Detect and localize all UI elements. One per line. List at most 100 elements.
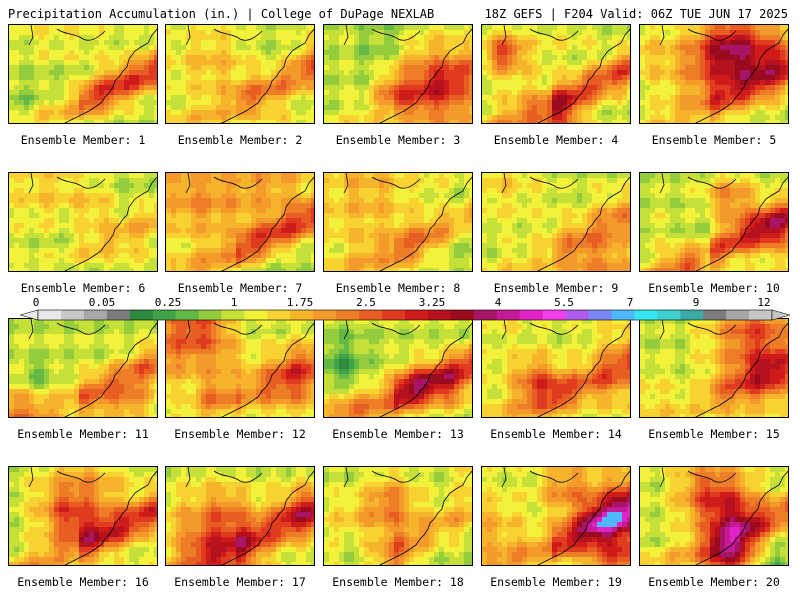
member-map-13: [323, 318, 473, 418]
coastline: [64, 470, 157, 565]
great-lakes-outline: [213, 322, 263, 335]
great-lakes-outline: [371, 322, 421, 335]
colorbar-bin: [290, 310, 314, 320]
member-label-3: Ensemble Member: 3: [335, 133, 461, 147]
member-label-13: Ensemble Member: 13: [332, 427, 464, 441]
colorbar-tick-label: 1.75: [286, 296, 314, 309]
great-lakes-outline: [56, 176, 106, 189]
member-label-12: Ensemble Member: 12: [174, 427, 306, 441]
colorbar-bin: [496, 310, 521, 320]
lake-michigan-outline: [185, 467, 191, 488]
colorbar-bin: [152, 310, 177, 320]
colorbar-min-arrow: [20, 309, 39, 321]
coastline: [379, 322, 472, 417]
member-label-14: Ensemble Member: 14: [490, 427, 622, 441]
colorbar-tick-label: 5.5: [554, 296, 574, 309]
member-label-17: Ensemble Member: 17: [174, 575, 306, 589]
member-label-5: Ensemble Member: 5: [651, 133, 777, 147]
lake-michigan-outline: [28, 467, 34, 488]
colorbar-tick-label: 2.5: [356, 296, 376, 309]
great-lakes-outline: [529, 28, 579, 41]
great-lakes-outline: [371, 470, 421, 483]
colorbar-bin: [336, 310, 360, 320]
member-map-3: [323, 24, 473, 124]
great-lakes-outline: [529, 176, 579, 189]
member-label-15: Ensemble Member: 15: [648, 427, 780, 441]
colorbar-bin: [473, 310, 498, 320]
lake-michigan-outline: [343, 319, 349, 340]
lake-michigan-outline: [501, 467, 507, 488]
colorbar-tick-label: 0.25: [154, 296, 182, 309]
colorbar-bin: [382, 310, 406, 320]
coastline: [537, 322, 630, 417]
colorbar-tick-label: 1: [230, 296, 238, 309]
colorbar-bin: [749, 310, 773, 320]
member-label-11: Ensemble Member: 11: [17, 427, 149, 441]
coastline: [379, 470, 472, 565]
colorbar-tick-label: 4: [494, 296, 502, 309]
member-map-7: [165, 172, 315, 272]
colorbar-bin: [83, 310, 108, 320]
coastline: [695, 28, 788, 123]
member-map-1: [8, 24, 158, 124]
coastline: [379, 176, 472, 271]
member-map-4: [481, 24, 631, 124]
colorbar-bin: [129, 310, 154, 320]
colorbar-bin: [244, 310, 268, 320]
great-lakes-outline: [371, 28, 421, 41]
colorbar-bin: [267, 310, 291, 320]
colorbar-bin: [313, 310, 337, 320]
lake-michigan-outline: [659, 173, 665, 194]
great-lakes-outline: [687, 470, 737, 483]
coastline: [221, 322, 314, 417]
member-label-1: Ensemble Member: 1: [20, 133, 146, 147]
colorbar-bin: [565, 310, 589, 320]
lake-michigan-outline: [28, 173, 34, 194]
colorbar-tick-label: 0: [32, 296, 40, 309]
member-map-10: [639, 172, 789, 272]
lake-michigan-outline: [185, 25, 191, 46]
colorbar-bin: [519, 310, 544, 320]
colorbar-bin: [359, 310, 383, 320]
great-lakes-outline: [529, 322, 579, 335]
member-map-8: [323, 172, 473, 272]
member-map-2: [165, 24, 315, 124]
member-map-14: [481, 318, 631, 418]
colorbar-bin: [427, 310, 452, 320]
member-map-12: [165, 318, 315, 418]
lake-michigan-outline: [28, 25, 34, 46]
colorbar-bin: [588, 310, 612, 320]
member-map-17: [165, 466, 315, 566]
coastline: [537, 28, 630, 123]
colorbar-bin: [703, 310, 727, 320]
great-lakes-outline: [213, 176, 263, 189]
coastline: [379, 28, 472, 123]
colorbar-bin: [657, 310, 681, 320]
lake-michigan-outline: [659, 25, 665, 46]
coastline: [64, 176, 157, 271]
colorbar-bin: [60, 310, 85, 320]
lake-michigan-outline: [185, 319, 191, 340]
member-label-7: Ensemble Member: 7: [177, 281, 303, 295]
coastline: [221, 176, 314, 271]
member-label-16: Ensemble Member: 16: [17, 575, 149, 589]
colorbar-bin: [198, 310, 222, 320]
colorbar-tick-label: 12: [757, 296, 771, 309]
member-label-8: Ensemble Member: 8: [335, 281, 461, 295]
coastline: [695, 470, 788, 565]
lake-michigan-outline: [185, 173, 191, 194]
member-label-4: Ensemble Member: 4: [493, 133, 619, 147]
coastline: [221, 28, 314, 123]
colorbar-bin: [38, 310, 62, 320]
coastline: [537, 176, 630, 271]
member-map-6: [8, 172, 158, 272]
colorbar-bin: [611, 310, 635, 320]
coastline: [64, 28, 157, 123]
coastline: [537, 470, 630, 565]
title: Precipitation Accumulation (in.) | Colle…: [8, 7, 435, 21]
colorbar-tick-label: 7: [626, 296, 634, 309]
coastline: [221, 470, 314, 565]
lake-michigan-outline: [501, 173, 507, 194]
great-lakes-outline: [529, 470, 579, 483]
great-lakes-outline: [56, 28, 106, 41]
